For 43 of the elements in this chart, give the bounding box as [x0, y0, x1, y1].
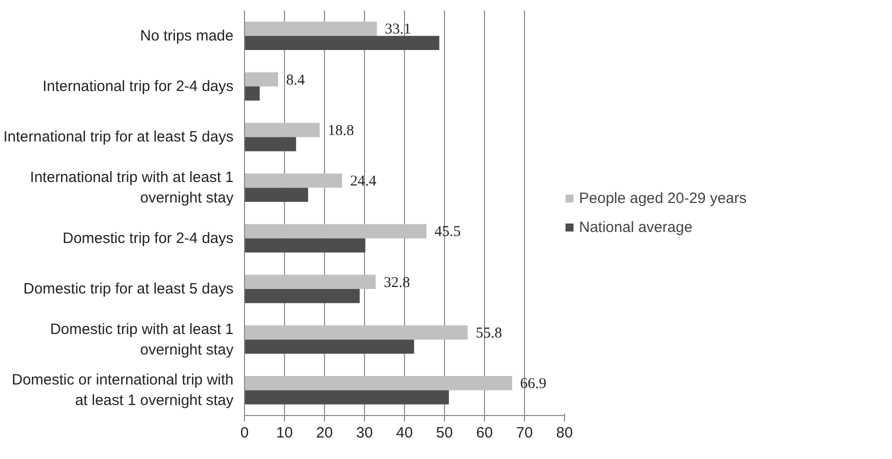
x-tick-label: 10 — [276, 424, 293, 442]
bar — [244, 325, 468, 340]
data-label: 32.8 — [384, 274, 410, 291]
bar — [244, 288, 360, 304]
legend-label: People aged 20-29 years — [579, 190, 747, 206]
y-tick-label: International trip for at least 5 days — [3, 128, 234, 146]
data-label: 33.1 — [384, 22, 412, 38]
data-label: 55.8 — [476, 325, 502, 342]
bar — [244, 238, 366, 252]
bar — [244, 188, 308, 202]
y-tick-label: International trip for 2-4 days — [42, 78, 234, 95]
x-tick-label: 40 — [396, 424, 413, 442]
bar — [244, 340, 414, 354]
bar — [244, 224, 426, 238]
y-tick-label: Domestic trip for 2-4 days — [62, 230, 234, 247]
x-tick-label: 70 — [516, 424, 533, 442]
x-tick-label: 80 — [556, 424, 573, 442]
bar — [244, 174, 342, 188]
bar — [244, 36, 440, 50]
y-tick-label: International trip with at least 1 overnight stay — [30, 168, 234, 206]
bar — [244, 390, 449, 404]
legend-label: National average — [579, 218, 692, 236]
bar — [244, 86, 260, 101]
bar — [244, 376, 512, 390]
bar — [244, 122, 320, 138]
data-label: 8.4 — [286, 72, 306, 88]
x-tick-label: 20 — [316, 424, 333, 442]
x-tick-label: 50 — [436, 424, 453, 442]
x-tick-label: 30 — [356, 424, 373, 442]
data-label: 66.9 — [520, 376, 546, 392]
y-tick-label: Domestic trip for at least 5 days — [23, 280, 234, 298]
data-label: 45.5 — [434, 224, 461, 240]
y-tick-label: Domestic or international trip with at least 1 overnight stay — [12, 371, 234, 409]
data-label: 18.8 — [328, 122, 354, 139]
bar — [244, 137, 296, 152]
y-tick-label: No trips made — [140, 27, 234, 44]
data-label: 24.4 — [350, 174, 377, 190]
y-tick-label: Domestic trip with at least 1 overnight stay — [50, 320, 234, 358]
x-tick-label: 0 — [240, 424, 249, 442]
bar — [244, 72, 278, 86]
x-tick-label: 60 — [476, 424, 493, 442]
bar — [244, 274, 376, 289]
bar — [244, 22, 377, 36]
